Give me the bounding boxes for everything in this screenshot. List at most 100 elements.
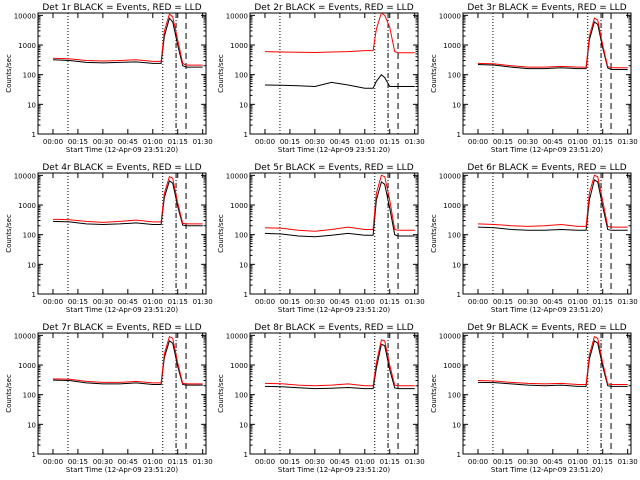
x-tick-label: 01:15: [380, 298, 400, 306]
y-axis-label: Counts/sec: [430, 54, 438, 93]
chart-panel-9: Det 9r BLACK = Events, RED = LLD 1 10 100 10…: [430, 323, 638, 474]
y-tick-label: 1: [244, 131, 248, 139]
y-tick-label: 1: [32, 131, 36, 139]
x-tick-label: 00:15: [493, 138, 513, 146]
x-tick-label: 00:45: [330, 458, 350, 466]
x-tick-label: 01:00: [568, 298, 588, 306]
series-line-events: [52, 180, 203, 227]
x-tick-label: 00:30: [305, 458, 325, 466]
plot-frame: [462, 172, 632, 295]
x-tick-label: 00:00: [468, 298, 488, 306]
x-tick-label: 01:15: [380, 138, 400, 146]
x-tick-label: 01:30: [405, 298, 425, 306]
y-axis-label: Counts/sec: [430, 214, 438, 253]
x-tick-label: 00:00: [255, 458, 275, 466]
y-tick-label: 1: [32, 451, 36, 459]
x-axis-label: Start Time (12-Apr-09 23:51:20): [491, 306, 603, 314]
series-line-events: [477, 340, 628, 387]
y-tick-label: 1: [32, 291, 36, 299]
x-tick-label: 00:00: [255, 138, 275, 146]
plot-frame: [37, 172, 207, 295]
series-line-events: [52, 17, 203, 68]
chart-title: Det 9r BLACK = Events, RED = LLD: [467, 323, 626, 333]
x-tick-label: 00:30: [518, 458, 538, 466]
series-line-lld: [264, 339, 415, 387]
x-axis-label: Start Time (12-Apr-09 23:51:20): [278, 466, 390, 474]
series-line-lld: [477, 17, 628, 69]
x-tick-label: 01:30: [193, 138, 213, 146]
series-line-events: [477, 179, 628, 231]
x-tick-label: 00:30: [93, 298, 113, 306]
x-tick-label: 01:15: [380, 458, 400, 466]
chart-panel-6: Det 6r BLACK = Events, RED = LLD 1 10 100 10…: [430, 163, 638, 314]
x-tick-label: 01:00: [568, 458, 588, 466]
y-tick-label: 1: [244, 291, 248, 299]
y-tick-label: 10: [452, 421, 461, 429]
series-line-events: [52, 340, 203, 386]
series-line-events: [264, 343, 415, 390]
x-axis-label: Start Time (12-Apr-09 23:51:20): [491, 466, 603, 474]
x-tick-label: 01:30: [405, 138, 425, 146]
x-tick-label: 01:00: [568, 138, 588, 146]
y-tick-label: 100: [23, 72, 36, 80]
y-tick-label: 10000: [439, 12, 461, 20]
y-tick-label: 10: [239, 421, 248, 429]
chart-title: Det 8r BLACK = Events, RED = LLD: [254, 323, 413, 333]
x-tick-label: 01:15: [168, 458, 188, 466]
x-tick-label: 01:30: [618, 138, 638, 146]
x-tick-label: 00:30: [518, 138, 538, 146]
series-line-events: [264, 73, 415, 89]
x-tick-label: 00:45: [330, 298, 350, 306]
series-line-lld: [52, 176, 203, 225]
chart-panel-1: Det 1r BLACK = Events, RED = LLD 1 10 100 10…: [5, 3, 213, 154]
x-axis-label: Start Time (12-Apr-09 23:51:20): [278, 306, 390, 314]
x-tick-label: 00:30: [305, 138, 325, 146]
x-tick-label: 01:15: [168, 298, 188, 306]
x-axis-label: Start Time (12-Apr-09 23:51:20): [66, 146, 178, 154]
y-tick-label: 10: [452, 101, 461, 109]
x-tick-label: 00:30: [93, 458, 113, 466]
y-tick-label: 10: [27, 421, 36, 429]
x-tick-label: 00:15: [493, 298, 513, 306]
y-tick-label: 1000: [18, 202, 36, 210]
x-tick-label: 00:15: [68, 298, 88, 306]
x-axis-label: Start Time (12-Apr-09 23:51:20): [66, 466, 178, 474]
y-tick-label: 10: [452, 261, 461, 269]
x-tick-label: 01:00: [143, 458, 163, 466]
y-axis-label: Counts/sec: [217, 214, 225, 253]
x-tick-label: 00:15: [493, 458, 513, 466]
x-tick-label: 00:00: [43, 458, 63, 466]
x-tick-label: 00:45: [543, 298, 563, 306]
y-tick-label: 1000: [230, 42, 248, 50]
y-axis-label: Counts/sec: [430, 374, 438, 413]
y-tick-label: 100: [235, 72, 248, 80]
y-tick-label: 10: [239, 261, 248, 269]
chart-title: Det 3r BLACK = Events, RED = LLD: [467, 3, 626, 13]
y-tick-label: 1000: [230, 202, 248, 210]
x-axis-label: Start Time (12-Apr-09 23:51:20): [491, 146, 603, 154]
chart-panel-4: Det 4r BLACK = Events, RED = LLD 1 10 100 10…: [5, 163, 213, 314]
x-tick-label: 01:15: [593, 458, 613, 466]
chart-panel-5: Det 5r BLACK = Events, RED = LLD 1 10 100 10…: [217, 163, 425, 314]
x-tick-label: 01:00: [355, 138, 375, 146]
y-tick-label: 10000: [226, 12, 248, 20]
plot-frame: [462, 332, 632, 455]
x-tick-label: 01:30: [618, 458, 638, 466]
x-tick-label: 01:15: [593, 138, 613, 146]
series-line-lld: [52, 13, 203, 66]
y-tick-label: 1: [457, 291, 461, 299]
y-tick-label: 10: [239, 101, 248, 109]
x-tick-label: 00:45: [118, 298, 138, 306]
x-tick-label: 00:15: [68, 138, 88, 146]
x-tick-label: 01:15: [593, 298, 613, 306]
series-line-lld: [52, 336, 203, 385]
y-axis-label: Counts/sec: [217, 54, 225, 93]
y-tick-label: 1000: [230, 362, 248, 370]
x-tick-label: 00:45: [543, 458, 563, 466]
x-tick-label: 00:45: [118, 458, 138, 466]
x-axis-label: Start Time (12-Apr-09 23:51:20): [278, 146, 390, 154]
series-line-lld: [264, 12, 415, 54]
x-tick-label: 00:30: [305, 298, 325, 306]
y-tick-label: 1000: [18, 362, 36, 370]
